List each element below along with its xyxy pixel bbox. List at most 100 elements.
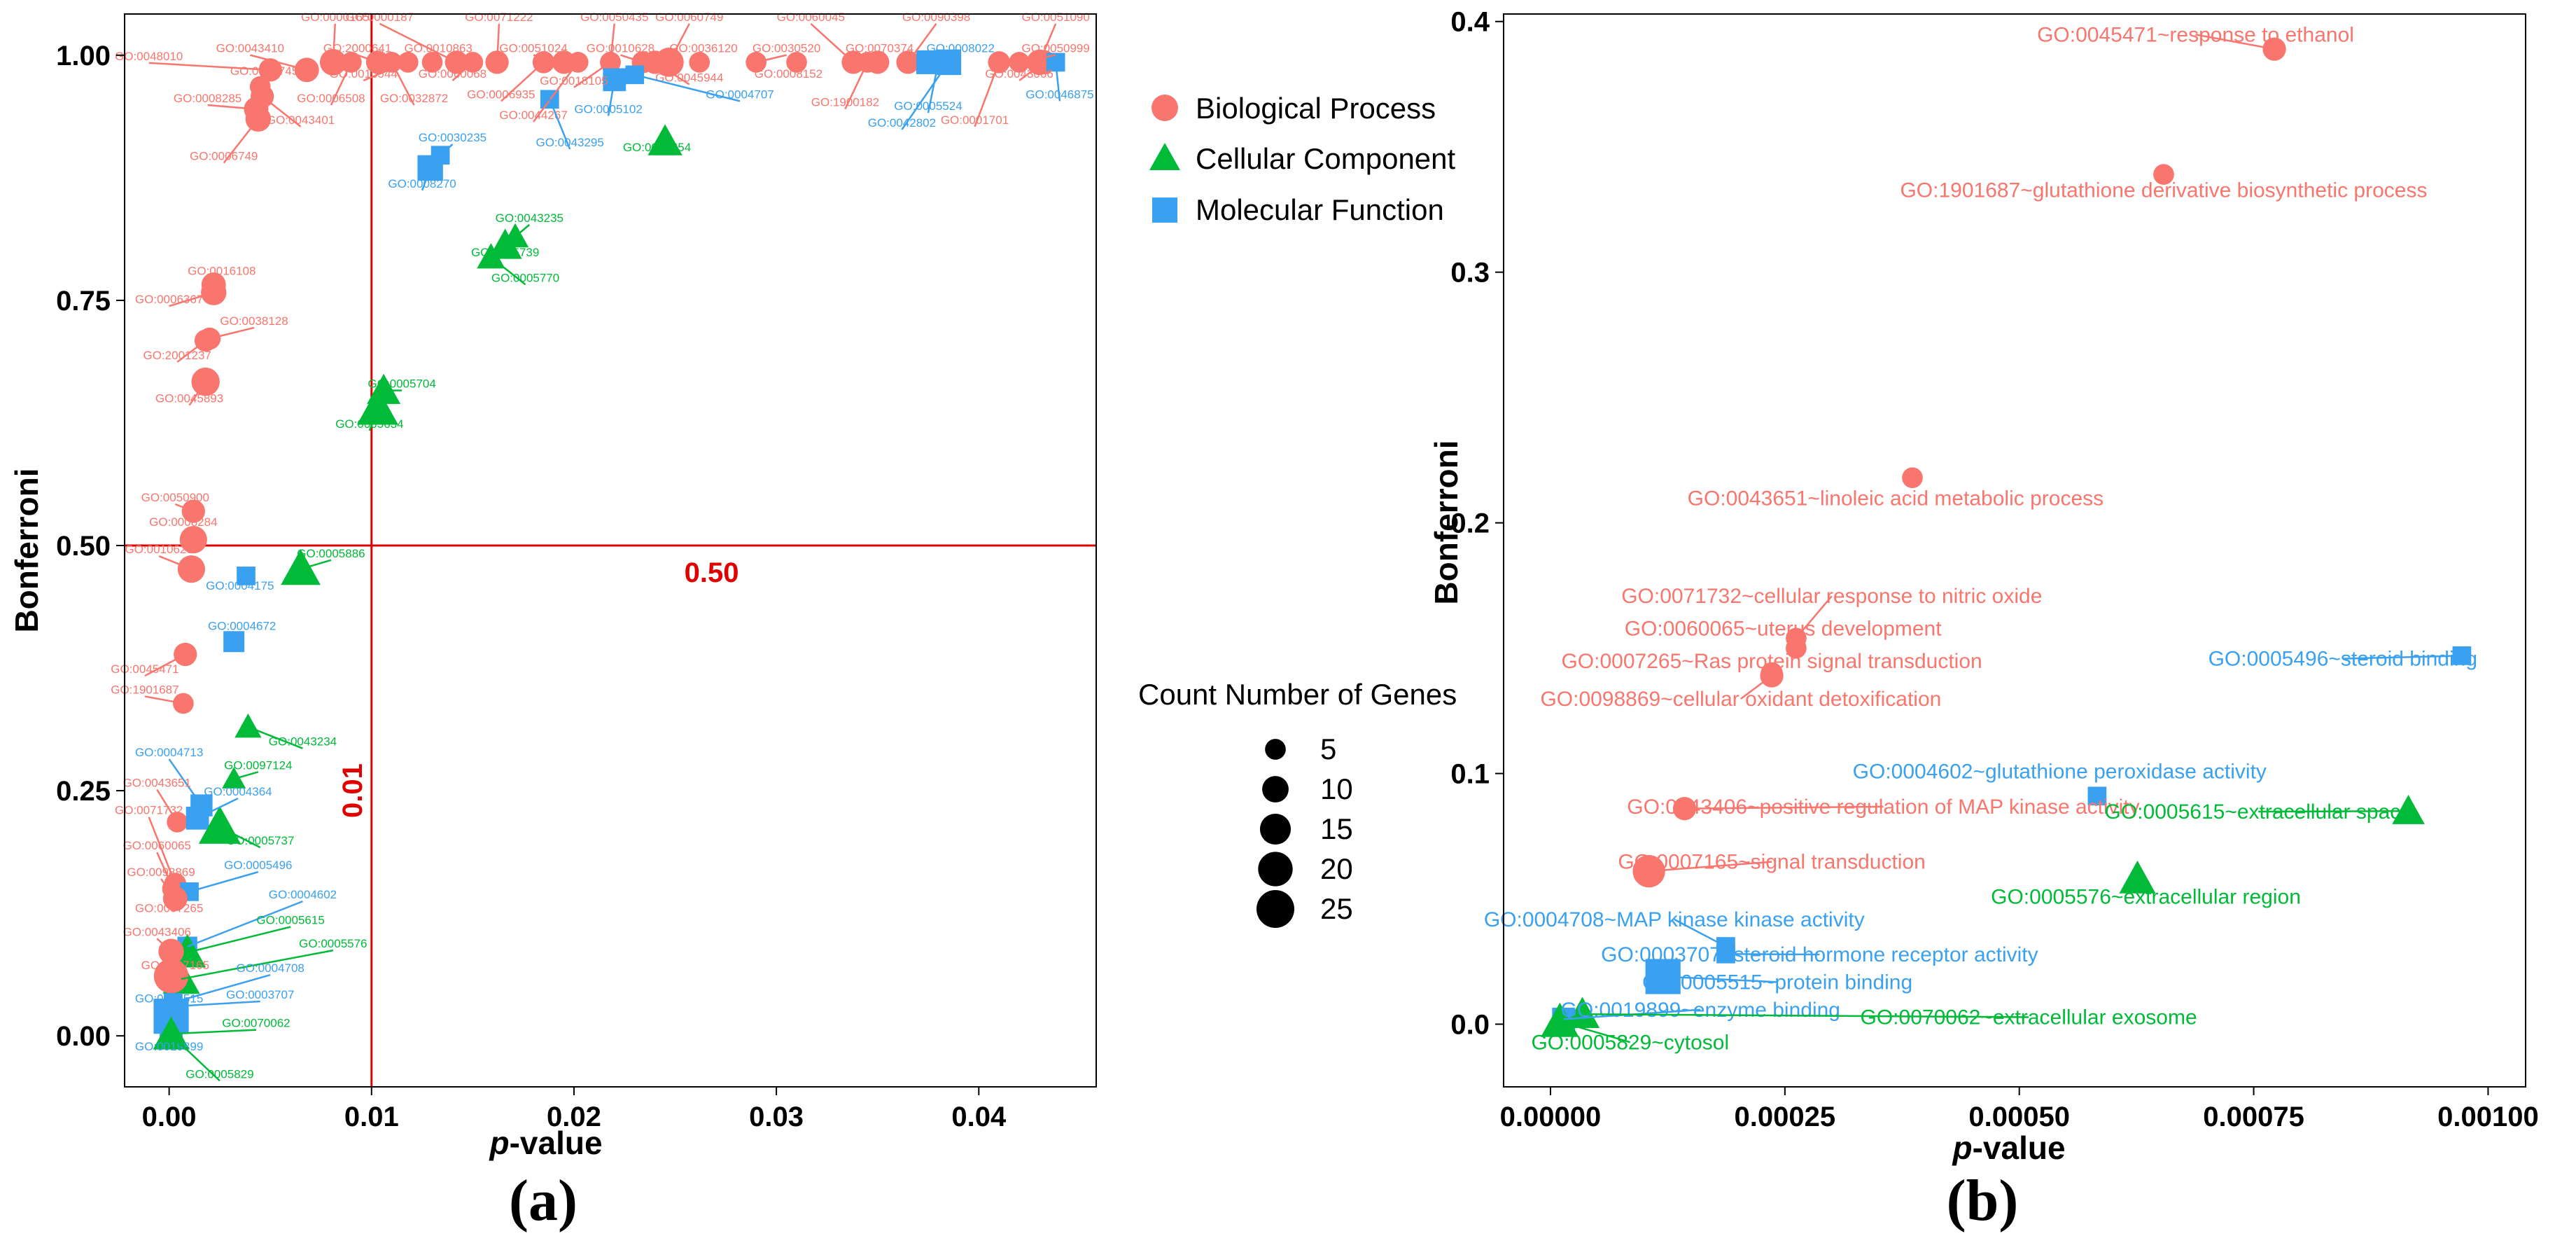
leader-line [247, 725, 303, 749]
panel-b-point-labels: GO:0045471~response to ethanol GO:1901687… [1484, 23, 2477, 1054]
point-label: GO:0030235 [419, 131, 486, 144]
point-label: GO:0003707 [226, 988, 294, 1001]
point-label: GO:0043066 [985, 67, 1053, 81]
reference-label-horizontal: 0.50 [685, 557, 739, 588]
x-axis-italic-p: p [1951, 1130, 1972, 1166]
leader-line [440, 144, 454, 156]
panel-b-y-axis-title: Bonferroni [1428, 440, 1464, 604]
panel-a-axis-ticks: 0.00 0.01 0.02 0.03 0.04 0.00 0.25 0.50 0.75 1.00 [56, 41, 1007, 1132]
leader-line [148, 817, 176, 884]
leader-line [160, 878, 176, 901]
x-tick-label: 0.02 [547, 1102, 601, 1132]
point-label: GO:0050900 [141, 491, 209, 504]
x-axis-suffix: -value [1973, 1130, 2066, 1166]
legend-size-circle-icon [1256, 890, 1294, 928]
leader-line [144, 653, 186, 677]
point-label: GO:0043410 [216, 42, 284, 55]
leader-line [170, 1034, 220, 1082]
x-axis-suffix: -value [510, 1125, 603, 1161]
leader-line [1795, 595, 1833, 639]
leader-line [300, 559, 332, 570]
y-tick-label: 0.50 [56, 531, 111, 562]
leader-line [332, 23, 336, 62]
leader-line [901, 62, 949, 130]
point-label: GO:0005737 [226, 834, 294, 847]
data-point-marker [2087, 786, 2107, 806]
point-label: GO:0098869~cellular oxidant detoxificati… [1540, 688, 1941, 711]
leader-line [219, 826, 261, 849]
panel-b-axis-ticks: 0.00000 0.00025 0.00050 0.00075 0.00100 0.0 0.… [1450, 7, 2538, 1132]
leader-line [1018, 54, 1056, 64]
leader-line [1560, 1020, 1631, 1043]
leader-line [174, 503, 194, 513]
point-label: GO:0005886 [297, 547, 365, 560]
legend-label-bp: Biological Process [1196, 92, 1436, 125]
leader-line [974, 62, 1000, 127]
point-label: GO:0060045 [777, 11, 845, 24]
legend-label-cc: Cellular Component [1196, 142, 1456, 175]
point-label: GO:0004175 [206, 579, 274, 592]
data-point-marker [194, 329, 217, 352]
point-label: GO:0007165 [141, 959, 209, 972]
leader-line [169, 291, 214, 307]
y-tick-label: 1.00 [56, 41, 111, 71]
panel-b-frame [1503, 13, 2526, 1088]
point-label: GO:0007265 [135, 902, 203, 915]
leader-line [609, 23, 616, 63]
leader-line [2258, 810, 2409, 813]
point-label: GO:0043406 [123, 925, 191, 938]
point-label: GO:0048010 [115, 50, 183, 63]
point-label: GO:1901687~glutathione derivative biosyn… [1900, 179, 2427, 202]
data-point-marker [2119, 860, 2156, 894]
y-tick-label: 0.4 [1450, 7, 1490, 38]
legend-size-entries: 5 10 15 20 25 [1256, 732, 1353, 928]
leader-line [620, 54, 643, 64]
point-label: GO:0043651~linoleic acid metabolic proce… [1688, 487, 2104, 511]
data-point-marker [689, 52, 710, 73]
point-label: GO:0005704 [368, 377, 435, 391]
leader-line [668, 23, 690, 63]
point-label: GO:0071732~cellular response to nitric o… [1621, 585, 2042, 608]
point-label: GO:0010863 [405, 42, 472, 55]
point-label: GO:0045471~response to ethanol [2037, 23, 2354, 46]
panel-a-label: (a) [509, 1168, 578, 1233]
point-label: GO:0070062~extracellular exosome [1861, 1006, 2197, 1029]
point-label: GO:0043401 [267, 113, 335, 127]
data-point-marker [2392, 794, 2425, 824]
point-label: GO:0005576~extracellular region [1991, 886, 2301, 909]
leader-line [421, 167, 431, 191]
data-point-marker [201, 279, 227, 305]
point-label: GO:0071222 [465, 11, 533, 24]
x-tick-label: 0.00 [142, 1102, 197, 1132]
legend-category-cc: Cellular Component [1149, 142, 1456, 175]
point-label: GO:0005496 [224, 859, 292, 872]
point-label: GO:0001701 [941, 113, 1009, 127]
x-tick-label: 0.00050 [1968, 1102, 2070, 1132]
y-tick-label: 0.75 [56, 286, 111, 317]
legend-size-label: 10 [1320, 772, 1353, 805]
point-label: GO:0010544 [330, 67, 398, 81]
leader-line [1674, 918, 1727, 947]
x-axis-italic-p: p [488, 1125, 509, 1161]
data-point-marker [237, 567, 255, 585]
leader-line [1662, 975, 1778, 983]
point-label: GO:0004364 [204, 785, 272, 798]
panel-a-frame [124, 13, 1097, 1088]
leader-line [927, 62, 939, 113]
leader-line [148, 62, 271, 71]
leader-line [1740, 674, 1772, 700]
point-label: GO:0060745 [230, 64, 298, 78]
point-label: GO:0004707 [706, 88, 774, 101]
leader-line [451, 61, 474, 81]
legend-label-mf: Molecular Function [1196, 193, 1444, 226]
legend-size-circle-icon [1258, 852, 1293, 887]
point-label: GO:0043406~positive regulation of MAP ki… [1627, 796, 2139, 819]
point-label: GO:0008022 [927, 42, 995, 55]
leader-line [927, 54, 961, 64]
leader-line [249, 54, 307, 71]
legend-triangle-icon [1149, 143, 1180, 170]
data-point-marker [421, 52, 443, 73]
leader-line [2195, 34, 2275, 50]
